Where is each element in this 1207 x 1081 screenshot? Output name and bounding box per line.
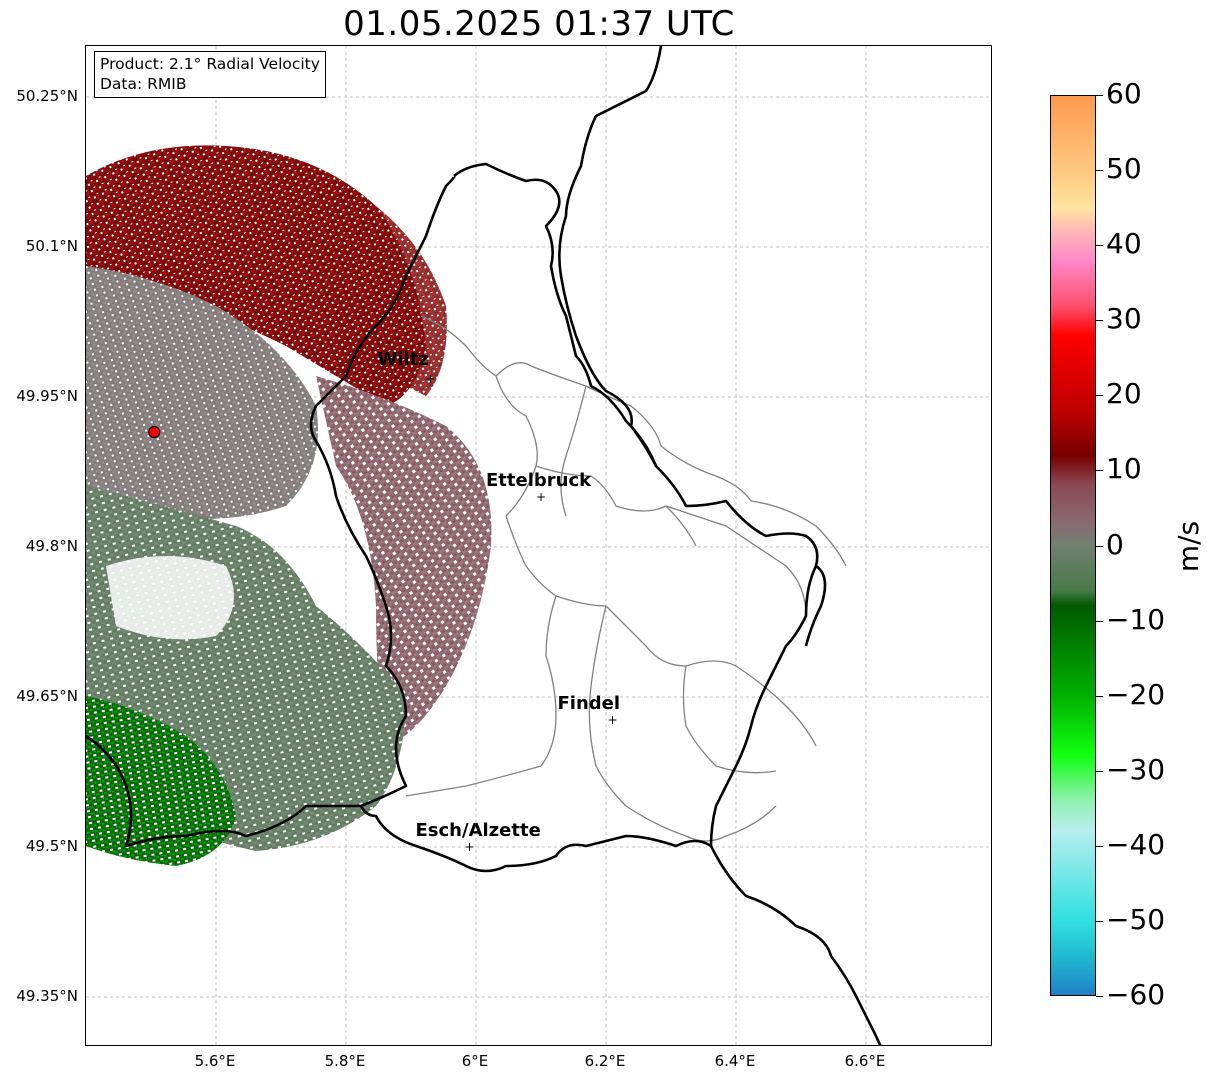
colorbar-tick-label: 50: [1106, 152, 1142, 186]
colorbar-tick-label: 40: [1106, 227, 1142, 261]
lon-tick-label: 6.6°E: [844, 1052, 886, 1070]
lat-tick-label: 49.5°N: [25, 837, 78, 855]
colorbar-tick: [1096, 395, 1103, 397]
radar-site-marker: [148, 425, 161, 439]
colorbar-tick: [1096, 545, 1103, 547]
city-label: Wiltz: [377, 349, 429, 370]
radar-map[interactable]: [86, 46, 992, 1046]
echo-outbound-red: [86, 145, 426, 406]
lat-tick-label: 50.25°N: [16, 87, 78, 105]
colorbar-tick: [1096, 920, 1103, 922]
product-info-box: Product: 2.1° Radial Velocity Data: RMIB: [94, 51, 326, 98]
border-north: [359, 162, 819, 873]
border-west: [86, 174, 456, 848]
colorbar-tick: [1096, 245, 1103, 247]
national-borders: [86, 46, 882, 1045]
colorbar-unit-label: m/s: [1172, 520, 1206, 573]
lon-tick-label: 6°E: [461, 1052, 489, 1070]
colorbar-tick: [1096, 620, 1103, 622]
echo-green-gap: [236, 732, 329, 806]
lat-tick-label: 49.8°N: [25, 537, 78, 555]
colorbar-tick: [1096, 996, 1103, 997]
colorbar-tick-label: −30: [1106, 752, 1166, 786]
border-east-river: [558, 46, 663, 467]
colorbar-tick: [1096, 95, 1103, 96]
radar-echoes: [86, 145, 492, 866]
city-marker: +: [536, 490, 547, 504]
colorbar-tick-label: −10: [1106, 602, 1166, 636]
colorbar-tick-label: 10: [1106, 452, 1142, 486]
colorbar-tick-label: 20: [1106, 377, 1142, 411]
colorbar-tick-label: 0: [1106, 527, 1124, 561]
city-label: Findel: [557, 693, 621, 714]
colorbar-tick: [1096, 170, 1103, 172]
colorbar-tick-label: −20: [1106, 677, 1166, 711]
city-marker: +: [464, 840, 475, 854]
lon-tick-label: 5.8°E: [324, 1052, 366, 1070]
colorbar-tick-label: −50: [1106, 902, 1166, 936]
colorbar-tick-label: 30: [1106, 302, 1142, 336]
echo-grey-near: [86, 266, 318, 520]
colorbar-tick: [1096, 770, 1103, 772]
colorbar-tick-label: −60: [1106, 978, 1166, 1011]
colorbar-tick-label: −40: [1106, 827, 1166, 861]
echo-clutter-white: [106, 556, 234, 640]
city-marker: +: [607, 713, 618, 727]
lon-tick-label: 6.2°E: [584, 1052, 626, 1070]
data-source-line: Data: RMIB: [100, 75, 187, 93]
map-panel[interactable]: [85, 45, 992, 1046]
lon-tick-label: 5.6°E: [194, 1052, 236, 1070]
border-outer: [804, 564, 827, 647]
city-label: Esch/Alzette: [415, 820, 541, 841]
colorbar-tick: [1096, 695, 1103, 697]
velocity-colorbar: [1050, 95, 1096, 996]
echo-outbound-red-tail: [376, 206, 447, 396]
colorbar-tick: [1096, 320, 1103, 322]
lon-tick-label: 6.4°E: [714, 1052, 756, 1070]
echo-mauve: [316, 376, 492, 746]
city-marker: +: [425, 372, 436, 386]
colorbar-tick: [1096, 470, 1103, 472]
lat-tick-label: 50.1°N: [25, 237, 78, 255]
lat-tick-label: 49.65°N: [16, 687, 78, 705]
product-line: Product: 2.1° Radial Velocity: [100, 55, 320, 73]
lat-tick-label: 49.35°N: [16, 987, 78, 1005]
lat-tick-label: 49.95°N: [16, 387, 78, 405]
echo-dkgreen-inbound: [86, 696, 236, 866]
canton-boundaries: [405, 315, 847, 842]
colorbar-tick-label: 60: [1106, 77, 1142, 110]
border-east-river2: [709, 845, 882, 1045]
city-label: Ettelbruck: [486, 470, 592, 491]
map-title: 01.05.2025 01:37 UTC: [343, 4, 735, 44]
colorbar-tick: [1096, 845, 1103, 847]
